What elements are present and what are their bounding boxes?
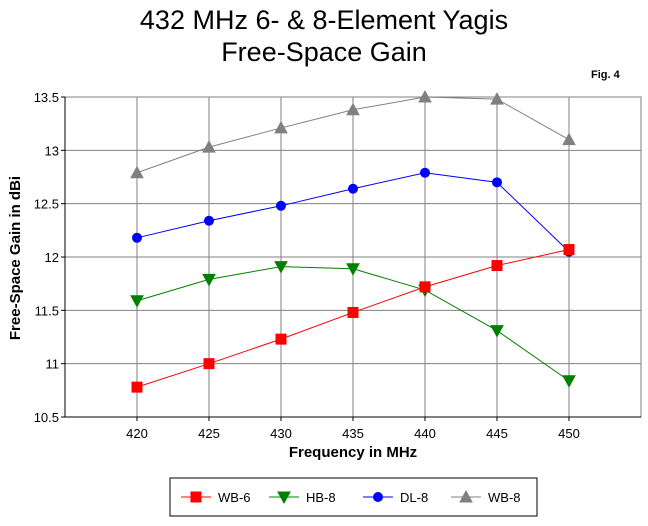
data-point-wb-6 xyxy=(419,281,431,293)
y-tick-label: 13 xyxy=(45,143,59,158)
x-tick-label: 425 xyxy=(198,426,220,441)
data-point-dl-8 xyxy=(132,232,142,243)
data-point-wb-6 xyxy=(491,260,503,272)
data-point-wb-8 xyxy=(274,120,288,134)
data-point-wb-6 xyxy=(347,306,359,318)
y-tick-label: 11.5 xyxy=(35,303,59,318)
data-point-wb-8 xyxy=(130,165,144,179)
data-point-hb-8 xyxy=(274,261,288,274)
data-point-wb-8 xyxy=(562,132,576,146)
data-point-hb-8 xyxy=(130,295,144,308)
x-tick-label: 420 xyxy=(126,426,148,441)
chart-title-line-2: Free-Space Gain xyxy=(221,37,427,67)
legend-label-hb-8: HB-8 xyxy=(306,490,336,505)
x-tick-label: 435 xyxy=(342,426,364,441)
series-markers xyxy=(130,89,576,393)
legend-label-wb-6: WB-6 xyxy=(218,490,251,505)
data-point-dl-8 xyxy=(348,183,358,194)
y-tick-label: 13.5 xyxy=(34,90,59,105)
data-point-dl-8 xyxy=(276,200,286,211)
legend-marker-wb-6 xyxy=(190,491,202,503)
data-point-hb-8 xyxy=(346,263,360,276)
y-axis-title: Free-Space Gain in dBi xyxy=(7,176,24,340)
legend-marker-dl-8 xyxy=(373,492,383,502)
legend-marker-hb-8 xyxy=(277,491,291,505)
x-tick-label: 450 xyxy=(558,426,580,441)
data-point-wb-6 xyxy=(563,244,575,256)
figure-label: Fig. 4 xyxy=(591,69,620,81)
data-point-dl-8 xyxy=(420,167,430,178)
data-point-wb-8 xyxy=(490,92,504,105)
x-tick-label: 430 xyxy=(270,426,292,441)
x-tick-label: 440 xyxy=(414,426,436,441)
data-point-wb-6 xyxy=(275,333,287,345)
y-tick-label: 11 xyxy=(46,357,60,372)
data-point-hb-8 xyxy=(202,273,216,287)
y-tick-label: 10.5 xyxy=(34,410,59,425)
data-point-wb-8 xyxy=(418,89,432,103)
legend-marker-wb-8 xyxy=(459,489,473,503)
data-point-hb-8 xyxy=(562,375,576,388)
x-axis-title: Frequency in MHz xyxy=(289,444,417,461)
data-point-dl-8 xyxy=(492,177,502,188)
x-tick-labels: 420 425 430 435 440 445 450 xyxy=(126,417,580,441)
data-point-wb-8 xyxy=(202,140,216,153)
data-point-wb-6 xyxy=(203,358,215,370)
chart-title-line-1: 432 MHz 6- & 8-Element Yagis xyxy=(139,5,509,35)
data-point-wb-6 xyxy=(131,381,143,393)
x-tick-label: 445 xyxy=(486,426,508,441)
data-point-dl-8 xyxy=(204,215,214,226)
y-tick-label: 12 xyxy=(45,250,59,265)
legend: WB-6 HB-8 DL-8 WB-8 xyxy=(169,477,538,517)
legend-label-wb-8: WB-8 xyxy=(488,490,521,505)
y-tick-labels: 10.5 11 11.5 12 12.5 13 13.5 xyxy=(34,90,65,425)
y-tick-label: 12.5 xyxy=(34,197,59,212)
data-point-wb-8 xyxy=(346,102,360,116)
data-point-hb-8 xyxy=(490,325,504,338)
legend-label-dl-8: DL-8 xyxy=(400,490,428,505)
